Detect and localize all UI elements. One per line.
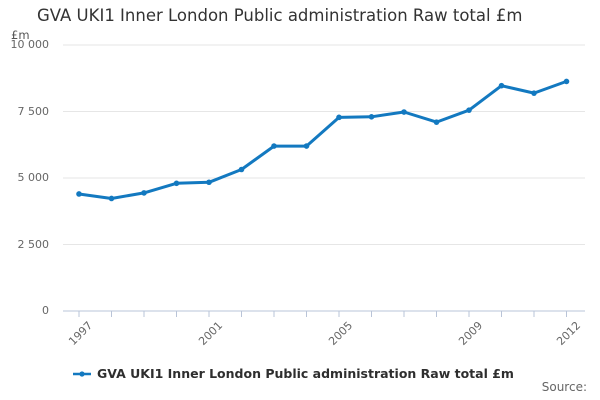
- data-point[interactable]: [466, 107, 472, 113]
- y-tick-label: 10 000: [10, 38, 50, 51]
- data-point[interactable]: [401, 109, 407, 115]
- data-point[interactable]: [206, 179, 212, 186]
- y-tick-label: 7 500: [17, 104, 50, 118]
- chart-title: GVA UKI1 Inner London Public administrat…: [37, 6, 523, 25]
- data-point[interactable]: [141, 190, 147, 196]
- data-point[interactable]: [498, 82, 505, 89]
- source-label: Source:: [541, 380, 587, 394]
- data-point[interactable]: [173, 180, 180, 187]
- legend-label: GVA UKI1 Inner London Public administrat…: [97, 366, 514, 381]
- data-point[interactable]: [76, 191, 82, 197]
- legend-item[interactable]: GVA UKI1 Inner London Public administrat…: [72, 365, 514, 382]
- data-point[interactable]: [563, 78, 570, 85]
- series-line: [77, 79, 568, 200]
- data-point[interactable]: [336, 114, 342, 121]
- data-point[interactable]: [238, 166, 245, 173]
- data-point[interactable]: [368, 114, 375, 120]
- legend-series-marker-icon: [73, 370, 91, 377]
- y-tick-label: 5 000: [17, 171, 50, 184]
- data-point[interactable]: [531, 90, 537, 96]
- y-tick-label: 2 500: [17, 237, 50, 251]
- y-axis-unit-label: £m: [11, 28, 30, 42]
- data-point[interactable]: [433, 119, 440, 125]
- data-point[interactable]: [108, 195, 115, 202]
- y-tick-label: 0: [42, 304, 49, 317]
- data-point[interactable]: [303, 143, 310, 149]
- data-point[interactable]: [271, 143, 277, 149]
